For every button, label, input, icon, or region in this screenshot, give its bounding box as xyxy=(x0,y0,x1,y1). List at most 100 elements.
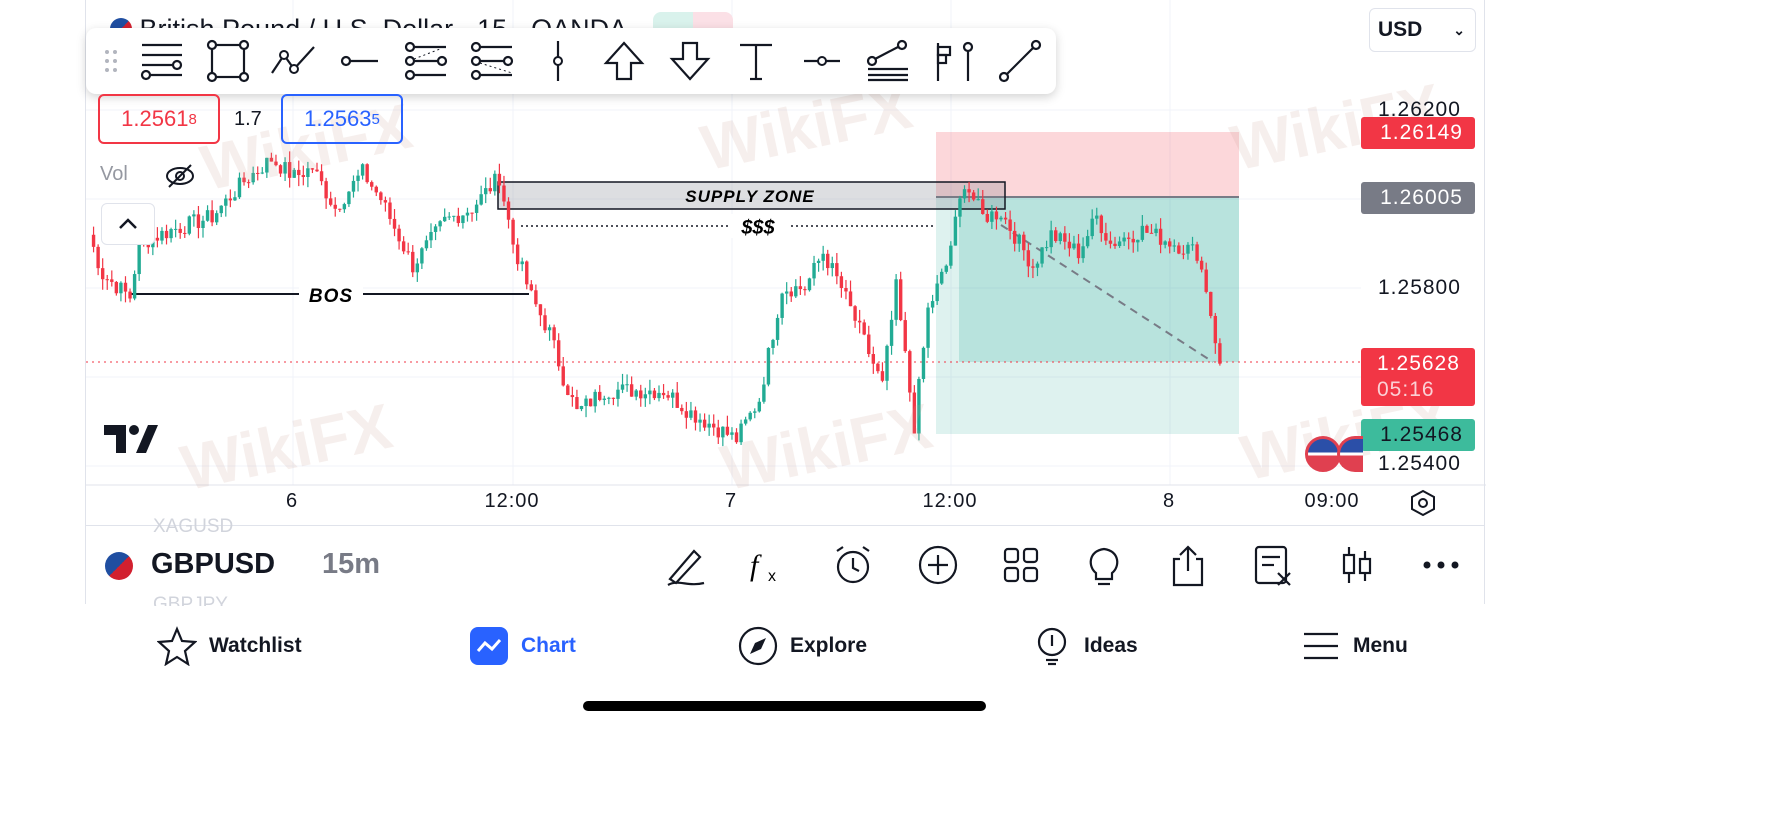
candle xyxy=(452,215,456,222)
ideas-bulb-icon[interactable] xyxy=(1082,543,1126,587)
add-plus-icon[interactable] xyxy=(916,543,960,587)
alert-clock-icon[interactable] xyxy=(831,543,875,587)
path-tool-icon[interactable] xyxy=(260,28,326,94)
label-bg xyxy=(299,282,363,306)
candle xyxy=(994,206,999,230)
candle xyxy=(689,401,693,421)
candle-body xyxy=(784,291,789,294)
collapse-legend-button[interactable] xyxy=(101,203,155,245)
horizontal-ray-tool-icon[interactable] xyxy=(128,28,194,94)
more-dots-icon[interactable] xyxy=(1419,543,1463,587)
trend-line-tool-icon[interactable] xyxy=(986,28,1052,94)
candle-body xyxy=(256,172,260,174)
candle-body xyxy=(411,251,415,273)
price-chart[interactable]: SUPPLY ZONE $$$ BOS xyxy=(86,0,1486,525)
sell-button[interactable]: 1.2561 8 xyxy=(98,94,220,144)
object-tree-icon[interactable] xyxy=(1250,543,1294,587)
trend-based-fib-tool-icon[interactable] xyxy=(458,28,524,94)
candle xyxy=(898,271,903,322)
candle-body xyxy=(967,189,971,193)
nav-watchlist[interactable]: Watchlist xyxy=(157,626,302,666)
candle-body xyxy=(447,216,451,218)
chart-settings-icon[interactable] xyxy=(1408,488,1438,518)
nav-chart[interactable]: Chart xyxy=(469,626,576,666)
chevron-down-icon: ⌄ xyxy=(1453,21,1465,38)
home-indicator[interactable] xyxy=(583,701,986,711)
candle xyxy=(1131,230,1135,253)
candle-body xyxy=(871,354,876,364)
candle xyxy=(192,210,196,227)
nav-label: Watchlist xyxy=(209,634,302,657)
candle xyxy=(908,349,912,402)
candle xyxy=(278,164,283,177)
measure-tool-icon[interactable] xyxy=(920,28,986,94)
candle-body xyxy=(657,392,661,399)
candle-body xyxy=(1213,315,1218,344)
us-event-flag-icon[interactable] xyxy=(1337,436,1363,472)
candle-body xyxy=(862,322,866,335)
candle xyxy=(351,175,356,198)
candle xyxy=(981,189,985,215)
candle-body xyxy=(712,423,716,428)
candle-body xyxy=(173,228,178,230)
candle xyxy=(575,389,579,410)
candle-body xyxy=(821,253,825,261)
candle xyxy=(680,404,684,415)
fib-retracement-tool-icon[interactable] xyxy=(392,28,458,94)
candle-body xyxy=(620,384,625,390)
nav-explore[interactable]: Explore xyxy=(738,626,867,666)
nav-menu[interactable]: Menu xyxy=(1301,626,1408,666)
hide-eye-icon[interactable] xyxy=(162,160,198,192)
interval-select[interactable]: 15m xyxy=(322,548,381,580)
layouts-grid-icon[interactable] xyxy=(999,543,1043,587)
currency-select[interactable]: USD ⌄ xyxy=(1369,8,1476,52)
candles-chart-type-icon[interactable] xyxy=(1335,543,1379,587)
candle xyxy=(114,280,119,296)
candle-body xyxy=(470,212,474,214)
arrow-up-tool-icon[interactable] xyxy=(590,28,656,94)
chart-pane[interactable]: SUPPLY ZONE $$$ BOS xyxy=(85,0,1486,604)
nav-ideas[interactable]: Ideas xyxy=(1032,626,1138,666)
candle xyxy=(442,208,447,222)
candle-body xyxy=(224,198,228,206)
candle xyxy=(160,227,164,245)
rectangle-tool-icon[interactable] xyxy=(194,28,260,94)
candle-body xyxy=(971,192,976,200)
text-tool-icon[interactable] xyxy=(722,28,788,94)
horizontal-line-ray-tool-icon[interactable] xyxy=(326,28,392,94)
candle xyxy=(201,215,205,238)
tradingview-logo-icon[interactable] xyxy=(104,425,158,458)
buy-button[interactable]: 1.2563 5 xyxy=(281,94,403,144)
candle-body xyxy=(137,238,141,275)
current-price: 1.25628 xyxy=(1377,352,1460,375)
candle xyxy=(1168,238,1172,254)
candle xyxy=(333,197,337,217)
symbol-select[interactable]: GBPUSD xyxy=(151,548,276,580)
candle xyxy=(401,236,406,255)
candle xyxy=(803,286,807,296)
us-event-flag-icon[interactable] xyxy=(1305,436,1341,472)
candle xyxy=(602,395,606,406)
candle xyxy=(807,277,812,292)
drawing-pen-icon[interactable] xyxy=(664,543,708,587)
candle-body xyxy=(1181,253,1186,255)
candle xyxy=(256,166,260,181)
time-tick: 12:00 xyxy=(922,490,978,512)
drag-handle-icon[interactable] xyxy=(94,28,128,94)
candle xyxy=(132,270,137,301)
candle xyxy=(306,161,310,188)
candle xyxy=(105,274,109,290)
candle xyxy=(525,260,529,290)
cross-line-tool-icon[interactable] xyxy=(788,28,854,94)
candle xyxy=(967,181,971,203)
candle-body xyxy=(1140,225,1145,240)
candle xyxy=(1081,237,1085,263)
arrow-down-tool-icon[interactable] xyxy=(656,28,722,94)
candle-body xyxy=(930,301,935,308)
bar-countdown: 05:16 xyxy=(1377,378,1435,401)
candle-body xyxy=(707,423,711,428)
fib-channel-tool-icon[interactable] xyxy=(854,28,920,94)
share-icon[interactable] xyxy=(1166,543,1210,587)
vertical-line-tool-icon[interactable] xyxy=(524,28,590,94)
